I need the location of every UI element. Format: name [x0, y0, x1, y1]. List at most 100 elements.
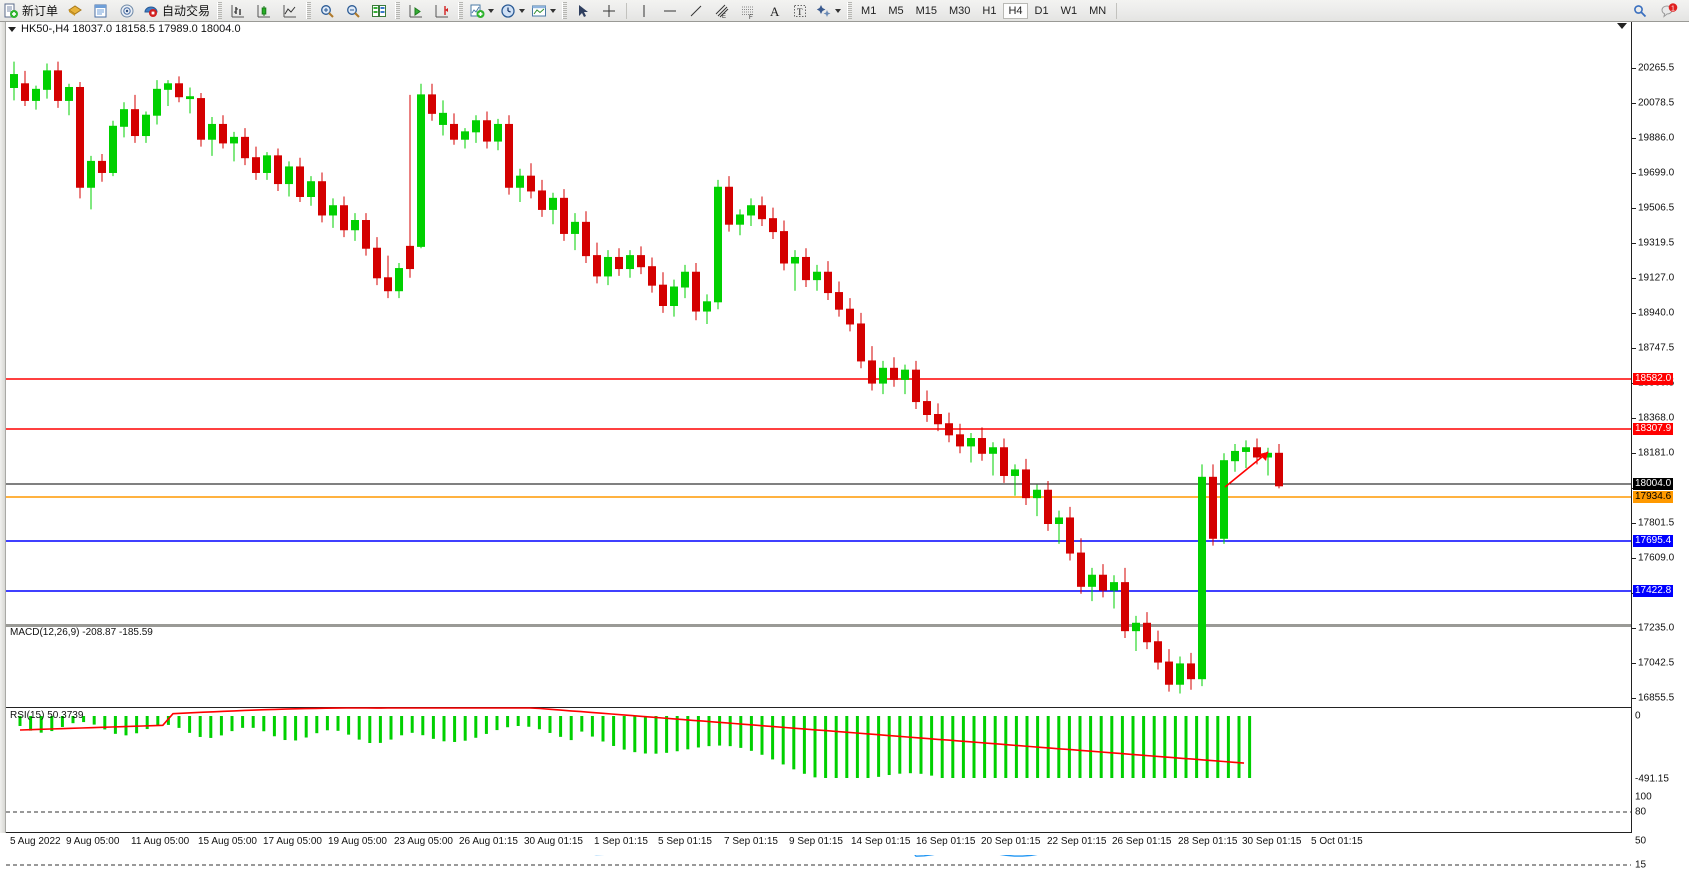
resistance-2-tag[interactable]: 18307.9	[1633, 423, 1674, 435]
fibonacci-tool[interactable]: F	[736, 1, 760, 20]
indicators-button[interactable]	[467, 1, 496, 20]
expert-advisor-icon	[67, 3, 83, 19]
trendline-tool[interactable]	[684, 1, 708, 20]
candle	[692, 263, 700, 321]
time-tick-label: 7 Sep 01:15	[724, 836, 778, 847]
price-tick	[1632, 278, 1636, 279]
support-1-tag[interactable]: 17695.4	[1633, 535, 1674, 547]
candle	[1264, 447, 1272, 476]
auto-scroll-button[interactable]	[404, 1, 428, 20]
candle	[395, 263, 403, 299]
candle	[1143, 612, 1151, 650]
timeframe-m5[interactable]: M5	[888, 4, 904, 17]
data-window-button[interactable]	[89, 1, 113, 20]
trend-arrow[interactable]	[1224, 451, 1269, 488]
crosshair-icon	[601, 3, 617, 19]
chevron-down-icon-3[interactable]	[550, 8, 557, 13]
new-order-button[interactable]: 新订单	[1, 1, 61, 20]
zoom-in-icon	[319, 3, 335, 19]
chevron-down-icon-4[interactable]	[835, 8, 842, 13]
candle-body	[956, 434, 964, 447]
time-tick-label: 17 Aug 05:00	[263, 836, 322, 847]
timeframe-h1[interactable]: H1	[982, 4, 997, 17]
candle-body	[384, 277, 392, 292]
price-tick-label: 20078.5	[1638, 97, 1675, 109]
timeframe-d1[interactable]: D1	[1034, 4, 1049, 17]
timeframe-m15[interactable]: M15	[915, 4, 937, 17]
timeframe-mn[interactable]: MN	[1089, 4, 1107, 17]
macd-signal-line	[19, 707, 1245, 764]
timeframe-m30[interactable]: M30	[949, 4, 971, 17]
shapes-tool[interactable]	[814, 1, 843, 20]
line-chart-button[interactable]	[278, 1, 302, 20]
support-2-tag[interactable]: 17422.8	[1633, 585, 1674, 597]
symbol-info-bar[interactable]: HK50-,H4 18037.0 18158.5 17989.0 18004.0	[6, 22, 241, 36]
candle	[340, 196, 348, 238]
search-button[interactable]	[1628, 1, 1652, 20]
time-tick-label: 11 Aug 05:00	[131, 836, 190, 847]
candle-body	[1022, 469, 1030, 499]
rsi-indicator-label: RSI(15) 50.3739	[10, 710, 84, 721]
chart-window[interactable]: 20265.5 20078.5 19886.0 19699.0 19506.5 19319…	[0, 21, 1689, 871]
new-order-label: 新订单	[22, 4, 59, 18]
signals-button[interactable]	[115, 1, 139, 20]
candle-body	[175, 83, 183, 98]
chart-shift-icon	[434, 3, 450, 19]
timeframe-m1[interactable]: M1	[861, 4, 877, 17]
text-label-tool[interactable]: T	[788, 1, 812, 20]
timeframe-h4[interactable]: H4	[1003, 2, 1028, 19]
time-tick-label: 26 Sep 01:15	[1112, 836, 1172, 847]
bar-chart-button[interactable]	[226, 1, 250, 20]
candle	[714, 179, 722, 310]
candle	[1066, 506, 1074, 561]
candle-body	[703, 301, 711, 312]
candle	[1022, 458, 1030, 506]
time-tick-label: 9 Sep 01:15	[789, 836, 843, 847]
chart-collapse-caret-icon[interactable]	[1617, 23, 1627, 29]
candle-body	[736, 214, 744, 225]
time-tick-label: 20 Sep 01:15	[981, 836, 1041, 847]
price-scale[interactable]: 20265.5 20078.5 19886.0 19699.0 19506.5 19319…	[1631, 22, 1689, 871]
chart-menu-caret-icon[interactable]	[8, 26, 16, 32]
expert-advisors-button[interactable]	[63, 1, 87, 20]
time-scale[interactable]: 5 Aug 2022 9 Aug 05:00 11 Aug 05:00 15 Aug …	[6, 832, 1631, 855]
crosshair-tool[interactable]	[597, 1, 621, 20]
candle-body	[989, 447, 997, 454]
current-price-tag[interactable]: 18004.0	[1633, 478, 1674, 490]
candle-body	[648, 266, 656, 286]
price-tick	[1632, 628, 1636, 629]
chevron-down-icon-2[interactable]	[519, 8, 526, 13]
chart-plot-area[interactable]: HK50-,H4 18037.0 18158.5 17989.0 18004.0…	[6, 22, 1631, 866]
candle-body	[10, 74, 18, 88]
zoom-in-button[interactable]	[315, 1, 339, 20]
resistance-1-tag[interactable]: 18582.0	[1633, 373, 1674, 385]
cursor-tool[interactable]	[571, 1, 595, 20]
candle-body	[450, 123, 458, 140]
vertical-line-tool[interactable]	[632, 1, 656, 20]
zoom-out-button[interactable]	[341, 1, 365, 20]
text-tool[interactable]: A	[762, 1, 786, 20]
tile-windows-button[interactable]	[367, 1, 391, 20]
timeframe-w1[interactable]: W1	[1060, 4, 1078, 17]
notifications-button[interactable]: 1	[1657, 1, 1681, 20]
candle	[43, 63, 51, 99]
price-tick	[1632, 243, 1636, 244]
pivot-level-tag[interactable]: 17934.6	[1633, 491, 1674, 503]
templates-button[interactable]	[529, 1, 558, 20]
candle	[384, 255, 392, 299]
data-window-icon	[93, 3, 109, 19]
autotrading-button[interactable]: 自动交易	[141, 1, 213, 20]
candle-body	[186, 96, 194, 100]
rsi-tick-label: 15	[1635, 859, 1647, 871]
equidistant-channel-tool[interactable]: E	[710, 1, 734, 20]
horizontal-line-tool[interactable]	[658, 1, 682, 20]
candle	[615, 248, 623, 276]
candlestick-chart-button[interactable]	[252, 1, 276, 20]
price-tick	[1632, 103, 1636, 104]
fibonacci-icon: F	[740, 3, 756, 19]
chevron-down-icon[interactable]	[488, 8, 495, 13]
clock-icon	[500, 3, 516, 19]
time-tick-label: 22 Sep 01:15	[1047, 836, 1107, 847]
chart-shift-button[interactable]	[430, 1, 454, 20]
periods-button[interactable]	[498, 1, 527, 20]
